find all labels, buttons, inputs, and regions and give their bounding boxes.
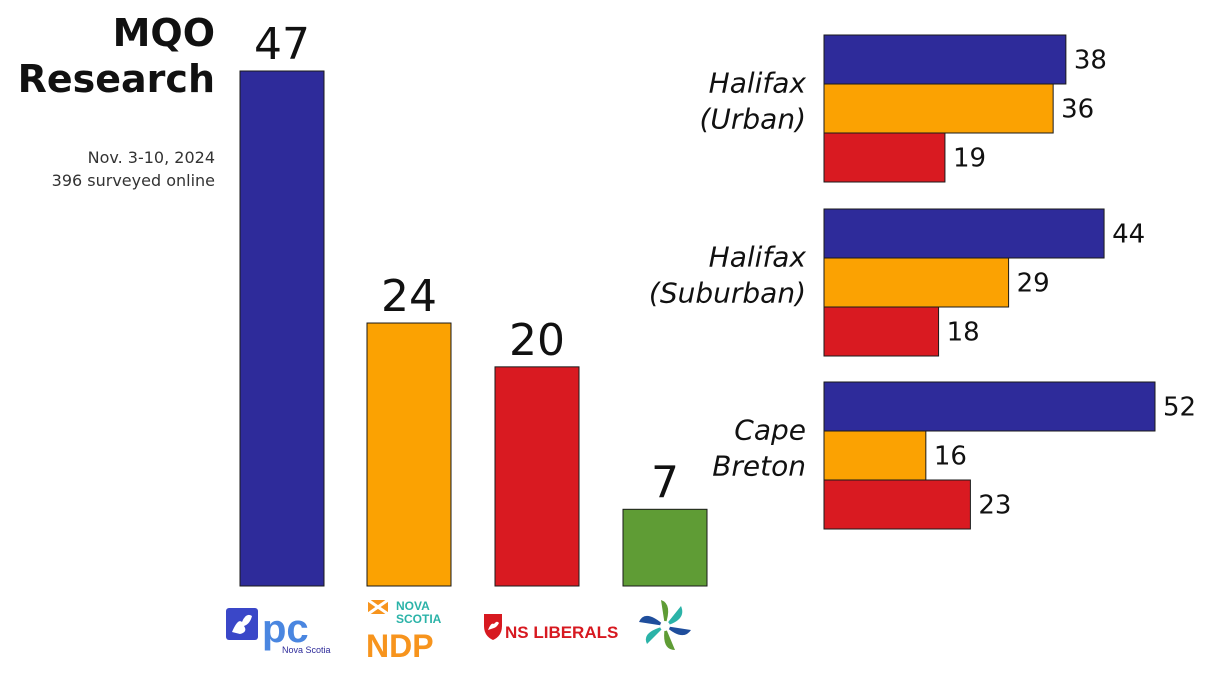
title-line-1: MQO xyxy=(112,11,215,55)
region-bar-2-liberal xyxy=(823,306,940,357)
region-bar-value-label: 16 xyxy=(934,442,967,472)
region-label-line: Halifax xyxy=(709,67,807,100)
region-bar-value-label: 18 xyxy=(947,318,980,348)
survey-sample: 396 surveyed online xyxy=(51,171,215,190)
region-label-line: Cape xyxy=(734,414,806,447)
region-bar-value-label: 38 xyxy=(1074,46,1107,76)
pc-logo: pc Nova Scotia xyxy=(226,607,331,655)
lion-shape xyxy=(232,614,252,634)
region-label-line: (Urban) xyxy=(699,103,806,136)
bar-liberal xyxy=(494,366,580,587)
bar-pc xyxy=(239,70,325,587)
region-bar-value-label: 44 xyxy=(1112,220,1145,250)
lion-shape xyxy=(488,621,499,630)
bar-green xyxy=(622,508,708,587)
region-bar-1-pc xyxy=(823,34,1067,85)
pc-logo-text: pc xyxy=(262,607,309,651)
region-label-line: (Suburban) xyxy=(649,277,806,310)
pollster-title: MQO Research xyxy=(0,10,215,102)
bar-value-label-pc: 47 xyxy=(254,19,310,70)
main-bar-chart: 47 24 20 7 xyxy=(239,19,708,587)
liberal-logo: NS LIBERALS xyxy=(484,614,618,642)
liberal-logo-text: NS LIBERALS xyxy=(505,623,618,642)
region-bar-3-liberal xyxy=(823,479,971,530)
region-bar-value-label: 36 xyxy=(1061,95,1094,125)
region-bar-3-pc xyxy=(823,381,1156,432)
region-bar-value-label: 29 xyxy=(1017,269,1050,299)
bar-value-label-liberal: 20 xyxy=(509,315,565,366)
region-bar-1-liberal xyxy=(823,132,946,183)
region-bar-3-ndp xyxy=(823,430,927,481)
pc-logo-subtext: Nova Scotia xyxy=(282,645,331,655)
region-label-line: Halifax xyxy=(709,241,807,274)
bar-value-label-green: 7 xyxy=(651,457,679,508)
bar-ndp xyxy=(366,322,452,587)
region-label-line: Breton xyxy=(712,450,806,483)
ndp-nova-text: NOVA xyxy=(396,599,430,613)
saltire-cross xyxy=(367,598,389,616)
ndp-logo-text: NDP xyxy=(366,628,434,664)
green-swirl-logo-icon xyxy=(639,600,691,650)
survey-date: Nov. 3-10, 2024 xyxy=(87,148,215,167)
region-bar-2-pc xyxy=(823,208,1105,259)
regional-bar-chart: 383619Halifax(Urban)442918Halifax(Suburb… xyxy=(649,34,1196,530)
region-bar-value-label: 23 xyxy=(978,491,1011,521)
region-bar-1-ndp xyxy=(823,83,1054,134)
ndp-scotia-text: SCOTIA xyxy=(396,612,442,626)
ndp-logo: NOVA SCOTIA NDP xyxy=(366,598,442,664)
title-line-2: Research xyxy=(17,57,215,101)
bar-value-label-ndp: 24 xyxy=(381,271,437,322)
region-bar-value-label: 19 xyxy=(953,144,986,174)
region-bar-2-ndp xyxy=(823,257,1010,308)
survey-info: Nov. 3-10, 2024 396 surveyed online xyxy=(0,146,215,192)
region-bar-value-label: 52 xyxy=(1163,393,1196,423)
